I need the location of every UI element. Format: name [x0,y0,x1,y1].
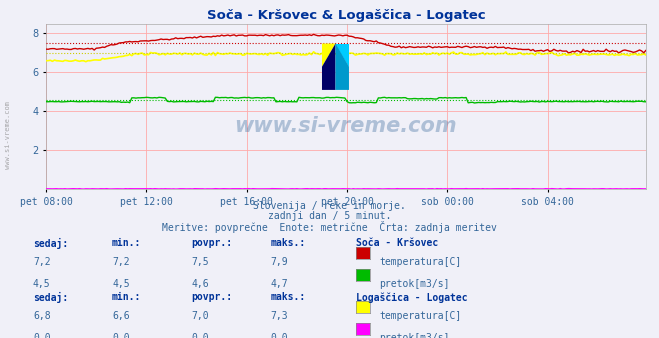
Text: 7,2: 7,2 [33,257,51,267]
Text: temperatura[C]: temperatura[C] [379,311,461,321]
Text: www.si-vreme.com: www.si-vreme.com [235,116,457,136]
Text: maks.:: maks.: [270,238,305,248]
Text: 7,2: 7,2 [112,257,130,267]
Text: 6,6: 6,6 [112,311,130,321]
Text: 4,5: 4,5 [112,279,130,289]
Text: 4,6: 4,6 [191,279,209,289]
Text: 7,9: 7,9 [270,257,288,267]
Text: 7,5: 7,5 [191,257,209,267]
Text: Soča - Kršovec: Soča - Kršovec [356,238,438,248]
Text: 0,0: 0,0 [33,333,51,338]
Text: Slovenija / reke in morje.: Slovenija / reke in morje. [253,201,406,211]
Text: 0,0: 0,0 [270,333,288,338]
Text: Logaščica - Logatec: Logaščica - Logatec [356,292,467,303]
Title: Soča - Kršovec & Logaščica - Logatec: Soča - Kršovec & Logaščica - Logatec [207,9,485,23]
Text: min.:: min.: [112,238,142,248]
Text: 0,0: 0,0 [112,333,130,338]
Text: 6,8: 6,8 [33,311,51,321]
Polygon shape [335,44,349,67]
Text: povpr.:: povpr.: [191,292,232,303]
Text: 4,5: 4,5 [33,279,51,289]
Polygon shape [322,44,335,90]
Text: www.si-vreme.com: www.si-vreme.com [5,101,11,169]
Text: maks.:: maks.: [270,292,305,303]
Text: povpr.:: povpr.: [191,238,232,248]
Polygon shape [335,44,349,90]
Text: 7,3: 7,3 [270,311,288,321]
Text: temperatura[C]: temperatura[C] [379,257,461,267]
Text: 4,7: 4,7 [270,279,288,289]
Text: pretok[m3/s]: pretok[m3/s] [379,279,449,289]
Text: min.:: min.: [112,292,142,303]
Polygon shape [322,44,335,67]
Text: zadnji dan / 5 minut.: zadnji dan / 5 minut. [268,211,391,221]
Text: Meritve: povprečne  Enote: metrične  Črta: zadnja meritev: Meritve: povprečne Enote: metrične Črta:… [162,221,497,234]
Text: 7,0: 7,0 [191,311,209,321]
Text: 0,0: 0,0 [191,333,209,338]
Text: sedaj:: sedaj: [33,292,68,304]
Text: sedaj:: sedaj: [33,238,68,249]
Text: pretok[m3/s]: pretok[m3/s] [379,333,449,338]
